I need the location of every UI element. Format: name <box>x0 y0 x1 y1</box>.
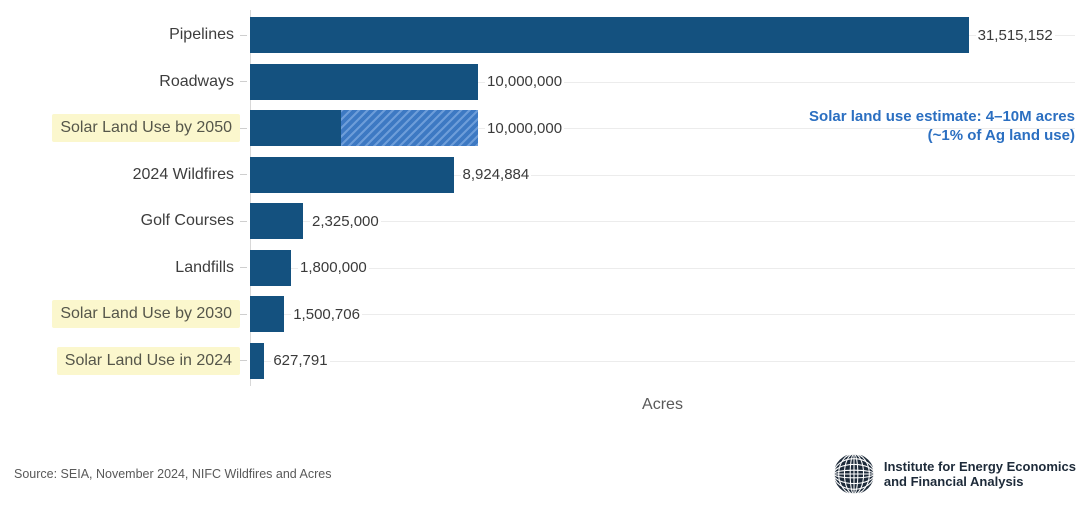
value-label: 627,791 <box>271 352 330 370</box>
bar <box>250 63 479 100</box>
plot-cell: 10,000,000 <box>250 59 1075 106</box>
logo-text-line1: Institute for Energy Economics <box>883 459 1076 474</box>
category-label-cell: Roadways <box>0 69 240 95</box>
bar <box>250 203 304 240</box>
chart-row: Solar Land Use by 2050 10,000,000 <box>0 105 1090 152</box>
ieefa-logo: Institute for Energy Economics and Finan… <box>831 451 1076 497</box>
plot-cell: 8,924,884 <box>250 152 1075 199</box>
plot-cell: 627,791 <box>250 338 1075 385</box>
bar <box>250 17 969 54</box>
value-label: 10,000,000 <box>485 73 565 91</box>
axis-tick <box>240 81 250 82</box>
axis-tick <box>240 174 250 175</box>
category-label-cell: 2024 Wildfires <box>0 162 240 188</box>
category-label: Pipelines <box>169 26 234 44</box>
category-label-cell: Solar Land Use in 2024 <box>0 346 240 375</box>
category-label: Golf Courses <box>140 212 234 230</box>
value-label: 31,515,152 <box>975 26 1055 44</box>
category-label-cell: Solar Land Use by 2050 <box>0 114 240 143</box>
chart-row: Roadways 10,000,000 <box>0 59 1090 106</box>
gridline <box>250 221 1075 223</box>
logo-text: Institute for Energy Economics and Finan… <box>884 459 1076 489</box>
bar-solid-segment <box>250 203 304 240</box>
category-label: Solar Land Use by 2030 <box>52 300 240 329</box>
bar-solid-segment <box>250 342 265 379</box>
value-label: 2,325,000 <box>310 212 381 230</box>
gridline <box>250 174 1075 176</box>
y-axis-line <box>250 10 251 386</box>
bar-solid-segment <box>250 296 285 333</box>
gridline <box>250 267 1075 269</box>
gridline <box>250 81 1075 83</box>
bar-chart: Pipelines 31,515,152 Roadways 10,000,000 <box>0 12 1090 384</box>
plot-cell: 1,500,706 <box>250 291 1075 338</box>
footer: Source: SEIA, November 2024, NIFC Wildfi… <box>0 451 1090 497</box>
gridline <box>250 128 1075 130</box>
source-text: Source: SEIA, November 2024, NIFC Wildfi… <box>14 467 332 481</box>
plot-cell: 1,800,000 <box>250 245 1075 292</box>
chart-row: Landfills 1,800,000 <box>0 245 1090 292</box>
bar <box>250 296 285 333</box>
bar-solid-segment <box>250 110 342 147</box>
category-label: Landfills <box>175 258 234 276</box>
category-label-cell: Pipelines <box>0 22 240 48</box>
value-label: 1,500,706 <box>291 305 362 323</box>
bar <box>250 156 454 193</box>
axis-tick <box>240 35 250 36</box>
category-label: Solar Land Use in 2024 <box>56 346 240 375</box>
globe-icon <box>832 452 875 496</box>
category-label-cell: Golf Courses <box>0 208 240 234</box>
chart-row: Golf Courses 2,325,000 <box>0 198 1090 245</box>
axis-tick <box>240 221 250 222</box>
category-label: Roadways <box>159 72 234 90</box>
category-label: 2024 Wildfires <box>132 165 234 183</box>
bar-solid-segment <box>250 17 969 54</box>
category-label-cell: Solar Land Use by 2030 <box>0 300 240 329</box>
axis-tick <box>240 360 250 361</box>
value-label: 8,924,884 <box>460 166 532 184</box>
axis-tick <box>240 128 250 129</box>
gridline <box>250 314 1075 316</box>
axis-tick <box>240 267 250 268</box>
bar <box>250 342 265 379</box>
bar-hatched-segment <box>341 110 478 147</box>
annotation-solar-estimate: Solar land use estimate: 4–10M acres (~1… <box>809 107 1075 145</box>
chart-row: 2024 Wildfires 8,924,884 <box>0 152 1090 199</box>
chart-row: Solar Land Use in 2024 627,791 <box>0 338 1090 385</box>
plot-cell: 10,000,000 <box>250 105 1075 152</box>
logo-text-line2: and Financial Analysis <box>883 474 1024 489</box>
value-label: 10,000,000 <box>485 119 565 137</box>
gridline <box>250 360 1075 362</box>
bar <box>250 110 478 147</box>
axis-tick <box>240 314 250 315</box>
value-label: 1,800,000 <box>298 259 369 277</box>
plot-cell: 2,325,000 <box>250 198 1075 245</box>
annotation-line2: (~1% of Ag land use) <box>927 127 1075 144</box>
plot-cell: 31,515,152 <box>250 12 1075 59</box>
bar <box>250 249 292 286</box>
x-axis-label: Acres <box>642 396 683 413</box>
bar-solid-segment <box>250 63 479 100</box>
annotation-line1: Solar land use estimate: 4–10M acres <box>809 108 1075 125</box>
chart-rows: Pipelines 31,515,152 Roadways 10,000,000 <box>0 12 1090 384</box>
category-label: Solar Land Use by 2050 <box>52 114 240 143</box>
chart-row: Solar Land Use by 2030 1,500,706 <box>0 291 1090 338</box>
bar-solid-segment <box>250 249 292 286</box>
category-label-cell: Landfills <box>0 255 240 281</box>
bar-solid-segment <box>250 156 454 193</box>
chart-row: Pipelines 31,515,152 <box>0 12 1090 59</box>
